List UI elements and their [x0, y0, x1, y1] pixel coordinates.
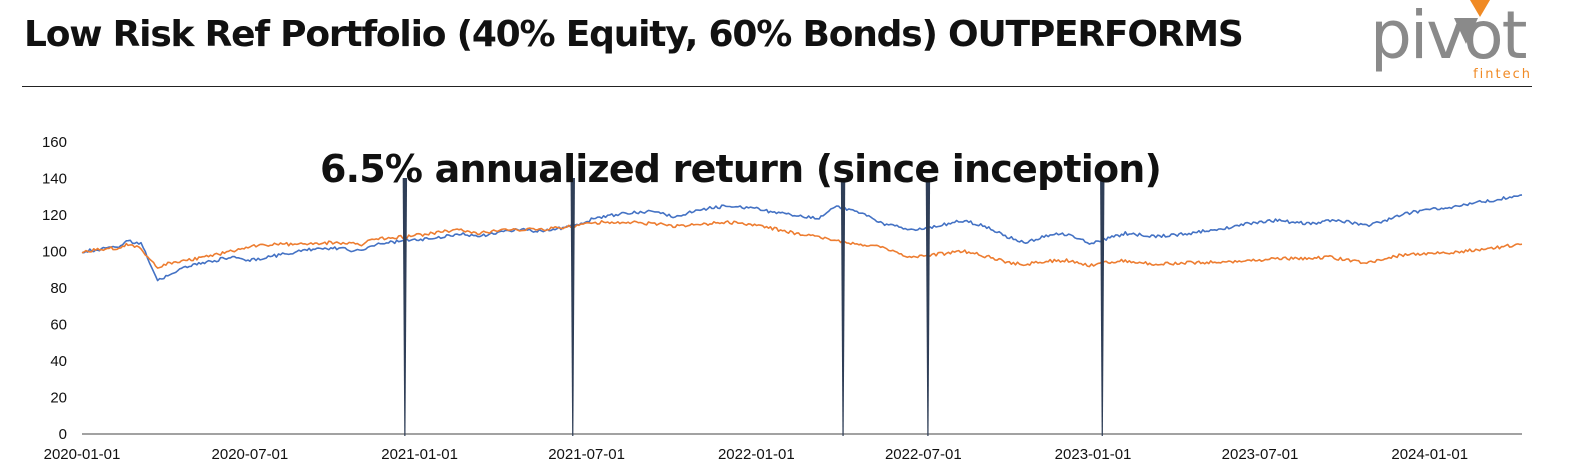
logo-accent: [1470, 0, 1490, 17]
event-marker: [1100, 178, 1105, 436]
event-marker: [570, 178, 575, 436]
event-marker: [925, 178, 931, 436]
x-tick-label: 2021-07-01: [548, 446, 625, 463]
y-axis: 0 20 40 60 80 100 120 140 160: [42, 134, 67, 443]
page-title: Low Risk Ref Portfolio (40% Equity, 60% …: [24, 14, 1244, 55]
event-marker: [840, 178, 846, 436]
x-tick-label: 2020-01-01: [44, 446, 121, 463]
x-tick-label: 2021-01-01: [381, 446, 458, 463]
event-marker: [402, 178, 408, 436]
series-layer: [81, 194, 1523, 282]
x-axis: 2020-01-01 2020-07-01 2021-01-01 2021-07-01…: [44, 433, 1522, 463]
pivot-logo: pivot fintech: [1370, 0, 1532, 82]
series-line-1: [81, 194, 1523, 282]
y-tick-label: 160: [42, 134, 67, 151]
y-tick-label: 60: [50, 317, 67, 334]
event-markers: [402, 178, 1105, 436]
title-divider: [22, 86, 1532, 87]
x-tick-label: 2020-07-01: [212, 446, 289, 463]
y-tick-label: 80: [50, 280, 67, 297]
series-line-2: [81, 220, 1523, 269]
x-tick-label: 2022-01-01: [718, 446, 795, 463]
y-tick-label: 120: [42, 207, 67, 224]
y-tick-label: 140: [42, 171, 67, 188]
x-tick-label: 2022-07-01: [885, 446, 962, 463]
y-tick-label: 20: [50, 390, 67, 407]
chart-annotation: 6.5% annualized return (since inception): [320, 147, 1162, 191]
logo-subtext: fintech: [1473, 67, 1532, 82]
x-tick-label: 2024-01-01: [1391, 446, 1468, 463]
y-tick-label: 100: [42, 244, 67, 261]
x-tick-label: 2023-07-01: [1222, 446, 1299, 463]
logo-triangle: [1454, 18, 1478, 44]
portfolio-line-chart: 0 20 40 60 80 100 120 140 160 2020-01-01 2020-07-…: [42, 134, 1523, 463]
y-tick-label: 0: [59, 426, 67, 443]
x-tick-label: 2023-01-01: [1055, 446, 1132, 463]
logo-text: pivot: [1370, 0, 1527, 74]
y-tick-label: 40: [50, 353, 67, 370]
